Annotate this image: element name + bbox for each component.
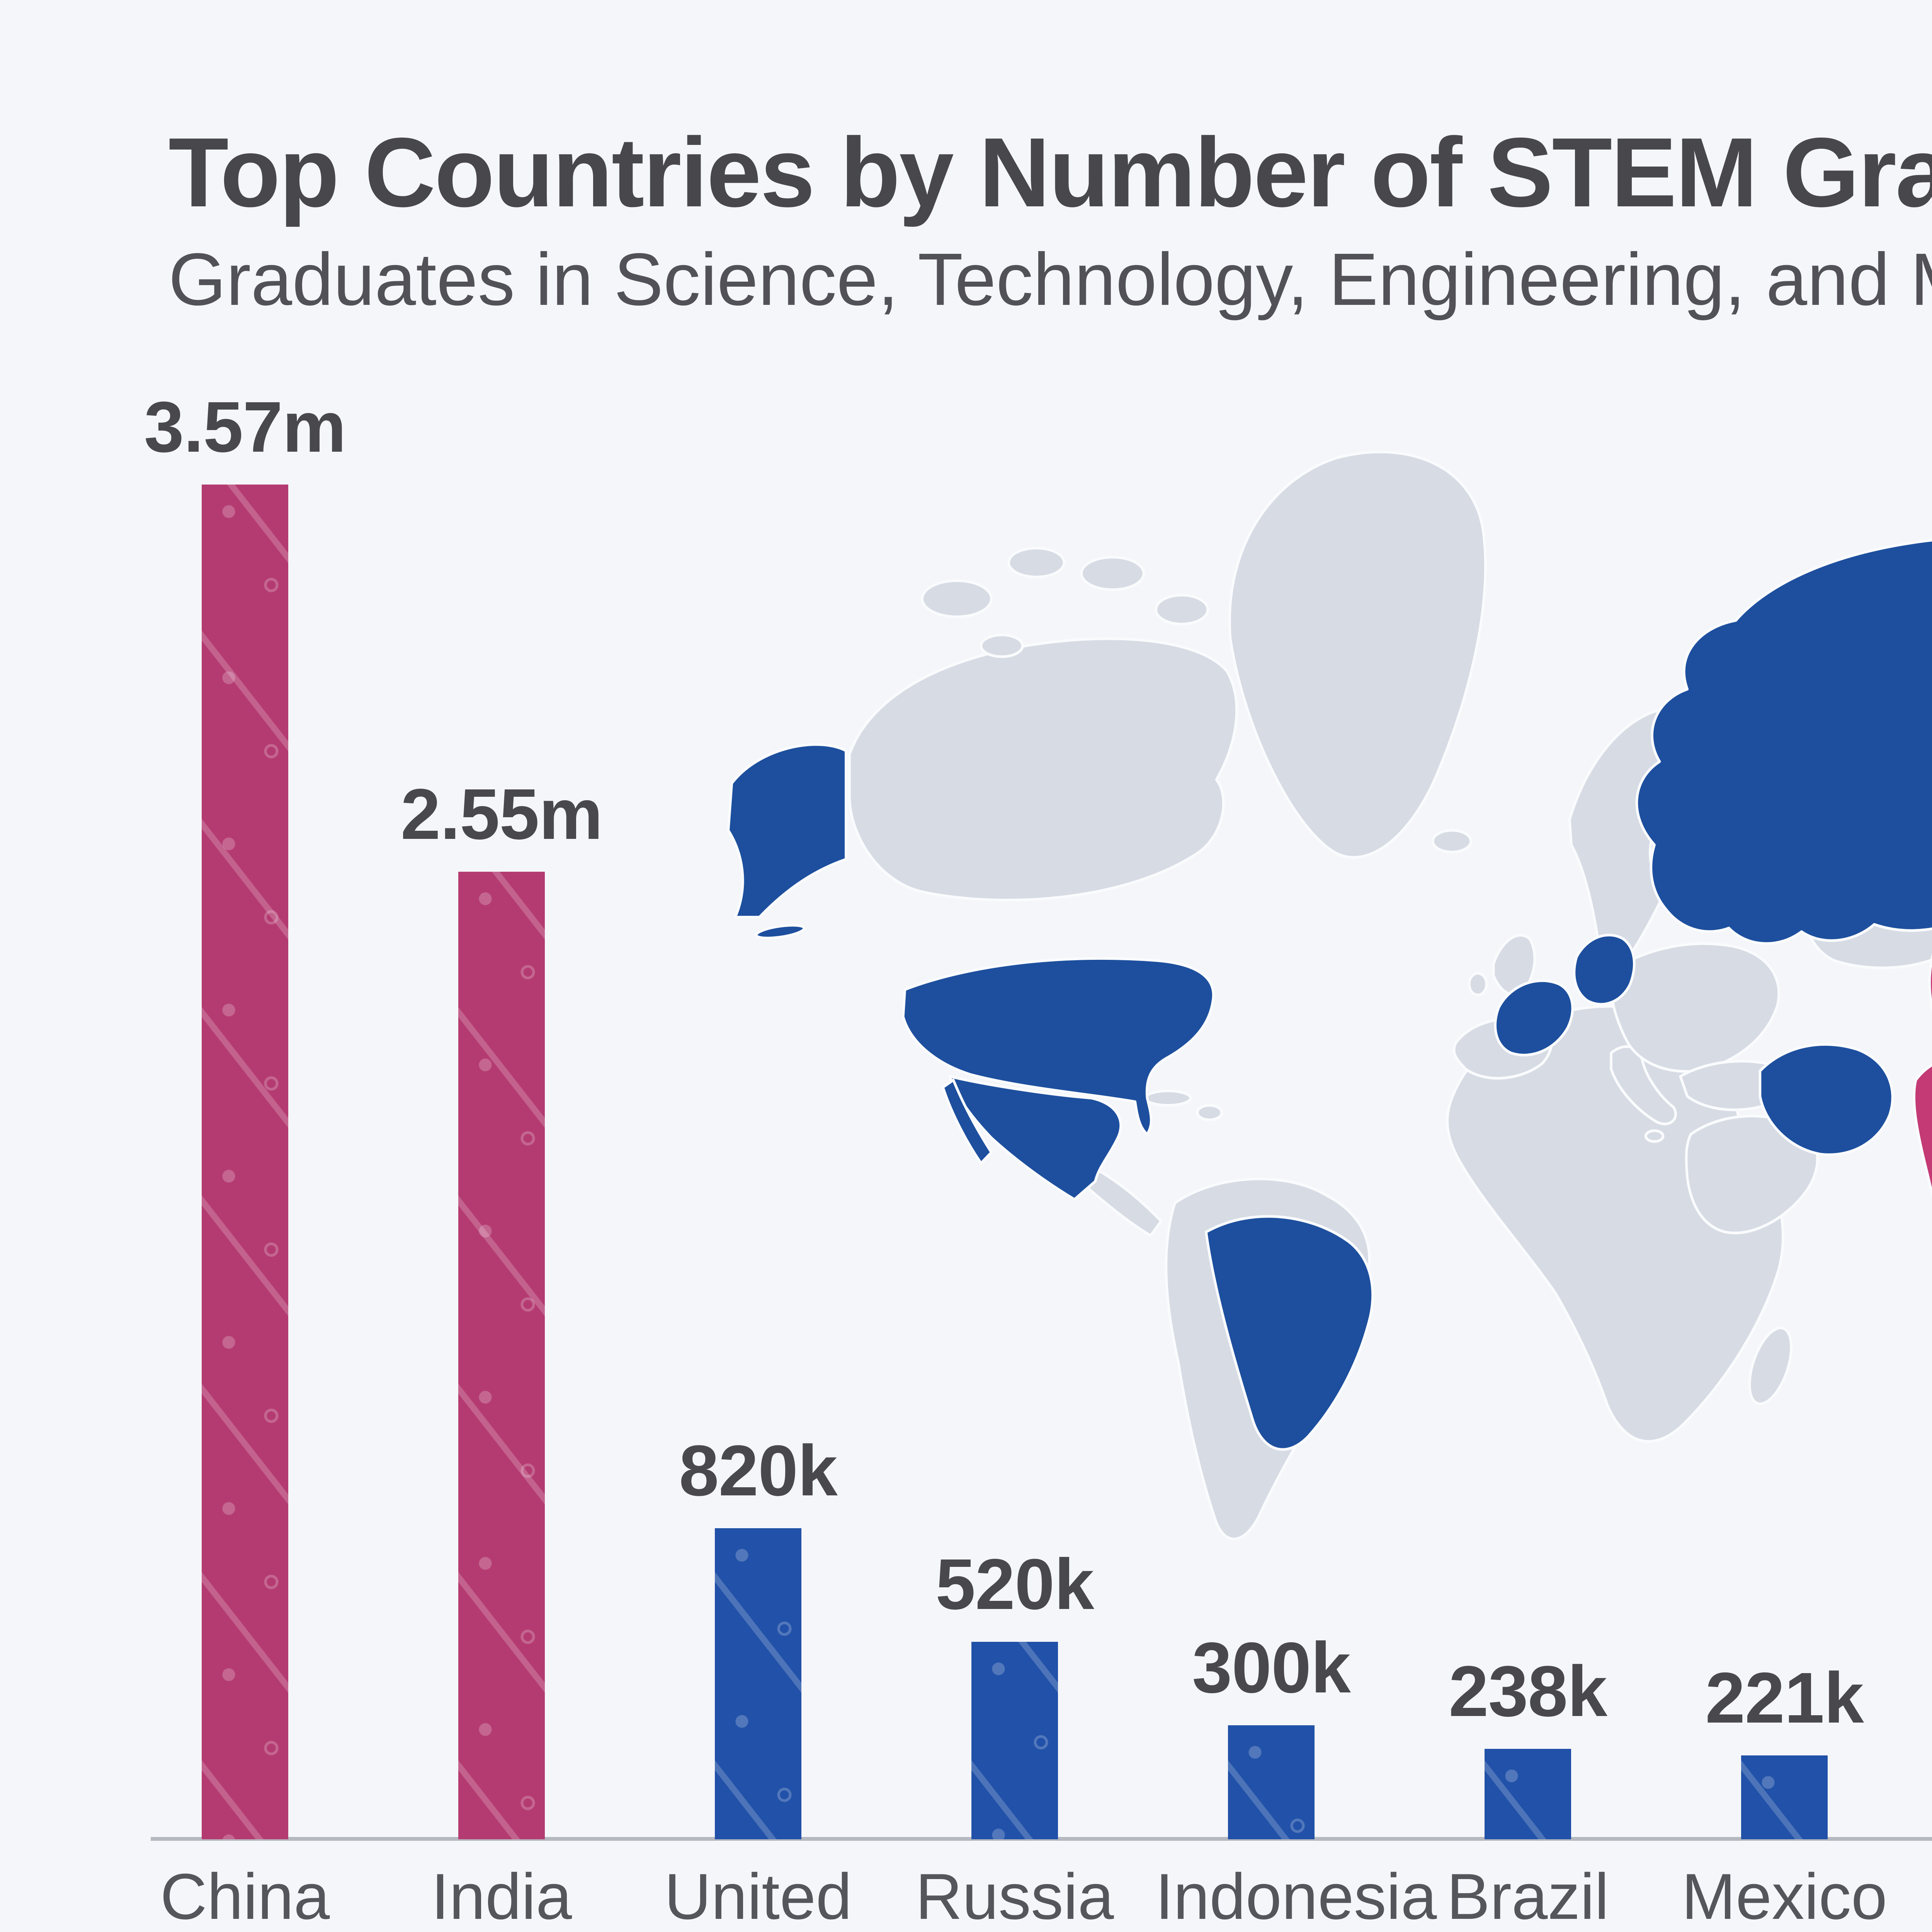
country-label: France — [1925, 1859, 1932, 1932]
map-country-germany — [1573, 934, 1636, 1006]
map-uk — [1492, 934, 1536, 996]
map-sicily — [1644, 1129, 1665, 1143]
bar-value-label: 220k — [1925, 1657, 1932, 1740]
map-hispaniola — [1196, 1104, 1223, 1121]
map-baja — [941, 1078, 993, 1165]
country-label: Brazil — [1446, 1860, 1609, 1932]
map-country-france — [1494, 979, 1574, 1057]
bar-group-india: 2.55m India — [386, 0, 617, 1932]
country-label: United States — [664, 1860, 852, 1932]
map-arctic-island — [1155, 594, 1209, 626]
page-title: Top Countries by Number of STEM Graduate… — [168, 117, 1932, 228]
bar — [202, 485, 288, 1839]
bar-group-indonesia: 300k Indonesia — [1155, 0, 1437, 1932]
bar-value-label: 520k — [935, 1544, 1094, 1624]
map-country-india — [1913, 1063, 1932, 1198]
bar-group-united-states: 820k United States — [642, 0, 874, 1932]
map-country-mexico — [948, 1075, 1122, 1201]
map-arctic-island — [980, 633, 1024, 658]
bar — [1228, 1725, 1315, 1839]
country-label: India — [431, 1860, 572, 1932]
map-aleutians — [755, 923, 806, 940]
bar-value-label: 221k — [1705, 1658, 1864, 1738]
map-country-iran — [1759, 1043, 1894, 1156]
country-label: China — [160, 1860, 330, 1932]
bar — [1741, 1755, 1828, 1839]
map-central-america — [1087, 1169, 1163, 1237]
map-arctic-island — [1007, 546, 1066, 578]
map-iceland — [1431, 829, 1473, 854]
bar — [971, 1642, 1058, 1839]
bar-group-france: 220k France — [1925, 0, 1932, 1932]
country-label: Indonesia — [1155, 1860, 1437, 1932]
map-country-alaska — [727, 743, 847, 919]
bar-value-label: 820k — [679, 1431, 838, 1511]
map-eastern-europe — [1609, 942, 1780, 1073]
bar-group-russia: 520k Russia — [899, 0, 1131, 1932]
bar — [715, 1528, 801, 1839]
bar-value-label: 3.57m — [144, 387, 346, 467]
bar-group-brazil: 238k Brazil — [1412, 0, 1644, 1932]
map-country-china — [1928, 952, 1932, 1013]
bar-value-label: 238k — [1449, 1651, 1607, 1731]
map-arctic-island — [1080, 556, 1145, 591]
country-label: Mexico — [1681, 1860, 1888, 1932]
map-arctic-island — [921, 579, 993, 618]
map-country-russia — [1635, 539, 1932, 945]
map-greenland — [1228, 451, 1487, 859]
map-country-brazil — [1204, 1215, 1374, 1451]
map-country-united-states — [901, 957, 1215, 1136]
bar-group-mexico: 221k Mexico — [1668, 0, 1900, 1932]
bar-value-label: 300k — [1192, 1628, 1351, 1708]
bar-value-label: 2.55m — [400, 774, 603, 854]
bar-group-china: 3.57m China — [129, 0, 361, 1932]
page-subtitle: Graduates in Science, Technology, Engine… — [168, 238, 1932, 321]
world-map — [727, 451, 1932, 1541]
map-ireland — [1468, 972, 1488, 997]
bar — [458, 872, 545, 1839]
bar — [1485, 1749, 1571, 1839]
map-madagascar — [1748, 1327, 1793, 1405]
country-label: Russia — [915, 1860, 1114, 1932]
